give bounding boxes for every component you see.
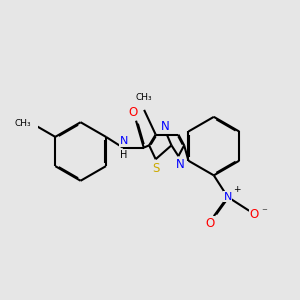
Text: O: O [205, 217, 214, 230]
Text: N: N [119, 136, 128, 146]
Text: CH₃: CH₃ [15, 118, 32, 127]
Text: N: N [176, 158, 185, 171]
Text: N: N [161, 120, 170, 133]
Text: O: O [249, 208, 259, 221]
Text: ⁻: ⁻ [261, 207, 267, 217]
Text: O: O [128, 106, 138, 119]
Text: +: + [233, 185, 241, 194]
Text: H: H [120, 150, 127, 160]
Text: CH₃: CH₃ [136, 93, 152, 102]
Text: N: N [224, 192, 232, 202]
Text: S: S [152, 162, 159, 175]
